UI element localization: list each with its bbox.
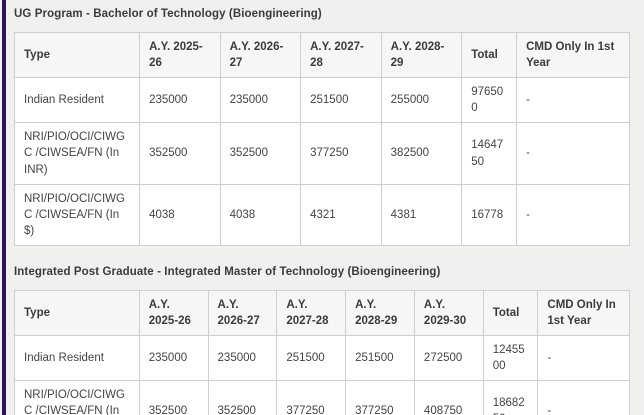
value-cell: 235000 <box>139 77 221 124</box>
header-cell: A.Y. 2027-28 <box>300 31 382 79</box>
header-cell: A.Y. 2025-26 <box>138 289 209 337</box>
value-cell: 352500 <box>219 122 302 185</box>
table-row: Indian Resident 235000 235000 251500 251500 2… <box>14 335 630 382</box>
value-cell: 4381 <box>380 183 463 246</box>
row-type-cell: Indian Resident <box>13 77 141 124</box>
value-cell: 255000 <box>380 77 463 124</box>
value-cell: - <box>537 335 630 382</box>
table-header-row: Type A.Y. 2025-26 A.Y. 2026-27 A.Y. 2027-28… <box>14 289 630 337</box>
value-cell: 377250 <box>345 380 415 415</box>
row-type-cell: Indian Resident <box>14 335 140 382</box>
header-cell: Type <box>13 31 141 79</box>
row-type-cell: NRI/PIO/OCI/CIWGC /CIWSEA/FN (In $) <box>13 183 141 246</box>
value-cell: 4038 <box>139 183 221 246</box>
row-type-cell: NRI/PIO/OCI/CIWGC /CIWSEA/FN (In INR) <box>14 380 140 415</box>
value-cell: 4321 <box>300 183 382 246</box>
value-cell: 377250 <box>276 380 347 415</box>
header-cell: A.Y. 2027-28 <box>276 289 347 337</box>
value-cell: - <box>516 77 630 124</box>
value-cell: 251500 <box>300 77 382 124</box>
left-accent-bar <box>2 0 6 415</box>
header-cell: A.Y. 2026-27 <box>207 289 278 337</box>
value-cell: 382500 <box>380 122 463 185</box>
table-header-row: Type A.Y. 2025-26 A.Y. 2026-27 A.Y. 2027-28… <box>13 31 630 79</box>
value-cell: 4038 <box>219 183 302 246</box>
value-cell: - <box>537 380 630 415</box>
value-cell: - <box>516 122 630 185</box>
integrated-pg-section-title: Integrated Post Graduate - Integrated Ma… <box>14 265 441 278</box>
value-cell: 251500 <box>276 335 347 382</box>
value-cell: 16778 <box>461 183 518 246</box>
ug-program-fee-table: Type A.Y. 2025-26 A.Y. 2026-27 A.Y. 2027-28… <box>13 31 630 246</box>
value-cell: 235000 <box>138 335 209 382</box>
table-row: NRI/PIO/OCI/CIWGC /CIWSEA/FN (In INR)352… <box>13 122 630 185</box>
header-cell: A.Y. 2025-26 <box>139 31 221 79</box>
header-cell: A.Y. 2029-30 <box>413 289 484 337</box>
value-cell: 976500 <box>461 77 518 124</box>
table-row: Indian Resident 235000 235000 251500 255000 9… <box>13 77 630 124</box>
value-cell: 1245500 <box>482 335 539 382</box>
header-cell: A.Y. 2026-27 <box>219 31 302 79</box>
header-cell: Total <box>482 289 539 337</box>
value-cell: 408750 <box>413 380 484 415</box>
header-cell: A.Y. 2028-29 <box>345 289 415 337</box>
value-cell: 352500 <box>138 380 209 415</box>
value-cell: 1868250 <box>482 380 539 415</box>
value-cell: 251500 <box>345 335 415 382</box>
fees-content-area: UG Program - Bachelor of Technology (Bio… <box>13 0 630 415</box>
row-type-cell: NRI/PIO/OCI/CIWGC /CIWSEA/FN (In INR) <box>13 122 141 185</box>
value-cell: 235000 <box>219 77 302 124</box>
header-cell: CMD Only In 1st Year <box>537 289 630 337</box>
header-cell: Type <box>14 289 140 337</box>
value-cell: 352500 <box>207 380 278 415</box>
header-cell: A.Y. 2028-29 <box>380 31 463 79</box>
value-cell: - <box>516 183 630 246</box>
header-cell: CMD Only In 1st Year <box>516 31 630 79</box>
value-cell: 272500 <box>413 335 484 382</box>
header-cell: Total <box>461 31 518 79</box>
value-cell: 235000 <box>207 335 278 382</box>
integrated-pg-fee-table: Type A.Y. 2025-26 A.Y. 2026-27 A.Y. 2027-28… <box>14 289 630 415</box>
table-row: NRI/PIO/OCI/CIWGC /CIWSEA/FN (In $) 4038 4… <box>13 183 630 246</box>
value-cell: 1464750 <box>461 122 518 185</box>
table-row: NRI/PIO/OCI/CIWGC /CIWSEA/FN (In INR)352… <box>14 380 630 415</box>
ug-program-section-title: UG Program - Bachelor of Technology (Bio… <box>14 8 322 20</box>
value-cell: 377250 <box>300 122 382 185</box>
value-cell: 352500 <box>139 122 221 185</box>
